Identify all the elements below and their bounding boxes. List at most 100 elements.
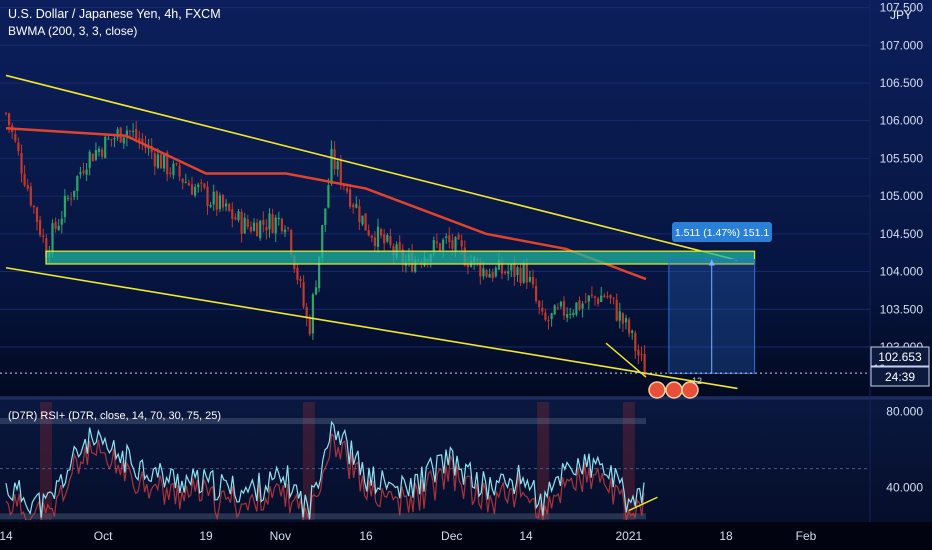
candle-down bbox=[35, 207, 39, 222]
candle-up bbox=[88, 151, 91, 168]
rsi-axis[interactable]: 80.000 40.000 bbox=[886, 405, 923, 495]
candle-down bbox=[206, 186, 209, 207]
candle-down bbox=[513, 262, 516, 277]
event-icon[interactable] bbox=[665, 381, 683, 399]
candle-up bbox=[318, 256, 321, 289]
candle-up bbox=[550, 313, 553, 320]
falling-wedge-line[interactable] bbox=[605, 342, 647, 378]
candle-down bbox=[228, 203, 231, 211]
candle-down bbox=[187, 183, 190, 186]
candle-up bbox=[600, 295, 603, 302]
candle-up bbox=[209, 204, 212, 207]
rsi-pane[interactable] bbox=[0, 402, 870, 522]
event-icon-secondary[interactable] bbox=[681, 381, 699, 399]
candle-down bbox=[383, 234, 386, 244]
candle-up bbox=[237, 211, 240, 221]
candle-up bbox=[163, 153, 166, 169]
candle-down bbox=[42, 235, 45, 237]
candle-up bbox=[197, 184, 200, 188]
candle-up bbox=[60, 218, 63, 225]
candle-down bbox=[370, 235, 373, 238]
rsi-line bbox=[5, 420, 645, 519]
candle-up bbox=[283, 229, 287, 233]
time-tick-label: 14 bbox=[519, 529, 533, 543]
price-pane[interactable] bbox=[0, 7, 870, 390]
candle-down bbox=[221, 195, 225, 208]
flag-icon[interactable] bbox=[648, 381, 666, 399]
measure-label-text: 1.511 (1.47%) 151.1 bbox=[675, 227, 770, 239]
candle-up bbox=[311, 294, 314, 334]
candle-down bbox=[287, 227, 290, 229]
candle-down bbox=[519, 267, 522, 284]
candle-down bbox=[609, 295, 612, 299]
candle-down bbox=[215, 191, 218, 210]
candle-up bbox=[259, 220, 262, 239]
candle-down bbox=[181, 178, 184, 183]
upper-trendline[interactable] bbox=[5, 74, 738, 262]
candle-down bbox=[544, 312, 547, 320]
candle-up bbox=[566, 314, 569, 318]
candle-down bbox=[153, 152, 156, 167]
candle-up bbox=[507, 271, 510, 274]
rsi-upper-band bbox=[0, 418, 646, 425]
time-tick-label: Oct bbox=[94, 529, 113, 543]
time-tick-label: 18 bbox=[719, 529, 733, 543]
candle-up bbox=[73, 190, 76, 197]
candle-up bbox=[624, 318, 628, 323]
candle-up bbox=[63, 195, 66, 218]
candle-down bbox=[299, 278, 302, 282]
candle-up bbox=[252, 222, 256, 231]
lower-trendline[interactable] bbox=[5, 266, 738, 390]
candle-up bbox=[243, 217, 246, 234]
candle-up bbox=[104, 136, 107, 159]
candle-up bbox=[559, 301, 562, 307]
rsi-oversold-column bbox=[622, 402, 635, 520]
candle-down bbox=[541, 307, 544, 312]
support-resistance-zone[interactable] bbox=[45, 250, 756, 265]
price-tick-label: 106.000 bbox=[880, 114, 924, 128]
candle-down bbox=[349, 189, 352, 207]
candle-down bbox=[234, 217, 237, 220]
candle-down bbox=[256, 222, 259, 237]
candle-up bbox=[85, 169, 88, 175]
candle-up bbox=[522, 262, 525, 283]
candle-up bbox=[156, 154, 159, 168]
candle-up bbox=[225, 203, 228, 207]
candle-down bbox=[141, 138, 144, 143]
candle-down bbox=[91, 153, 94, 162]
candle-up bbox=[184, 181, 187, 183]
candle-up bbox=[107, 138, 110, 140]
candle-up bbox=[553, 305, 556, 315]
price-axis[interactable]: 107.500 107.000 106.500 106.000 105.500 105.0… bbox=[880, 1, 924, 354]
candle-down bbox=[135, 128, 138, 139]
candle-up bbox=[76, 176, 79, 191]
candle-down bbox=[265, 226, 268, 231]
time-axis[interactable]: 14 Oct 19 Nov 16 Dec 14 2021 18 Feb bbox=[0, 529, 817, 543]
candle-up bbox=[274, 217, 277, 234]
rsi-lower-band bbox=[0, 513, 646, 520]
candle-down bbox=[26, 185, 29, 189]
rsi-shadow-line bbox=[5, 432, 645, 520]
candle-up bbox=[581, 303, 584, 309]
bar-countdown-value: 24:39 bbox=[885, 370, 915, 384]
candle-down bbox=[190, 184, 194, 195]
candle-up bbox=[172, 163, 175, 176]
rsi-oversold-column bbox=[40, 402, 52, 520]
candle-down bbox=[621, 313, 624, 324]
candle-up bbox=[336, 161, 339, 170]
candle-down bbox=[525, 263, 528, 283]
candle-up bbox=[355, 203, 358, 208]
candle-down bbox=[4, 112, 8, 114]
candle-down bbox=[308, 318, 311, 335]
candle-down bbox=[23, 173, 26, 186]
rsi-divergence-line[interactable] bbox=[628, 496, 658, 512]
candle-up bbox=[494, 267, 497, 277]
indicator-legend: BWMA (200, 3, 3, close) bbox=[8, 24, 137, 38]
candle-down bbox=[175, 163, 178, 165]
candle-up bbox=[321, 225, 324, 258]
candle-down bbox=[178, 165, 181, 177]
candle-down bbox=[562, 301, 566, 316]
event-badge[interactable]: 12 bbox=[648, 376, 702, 399]
rsi-tick-label: 80.000 bbox=[886, 405, 923, 419]
